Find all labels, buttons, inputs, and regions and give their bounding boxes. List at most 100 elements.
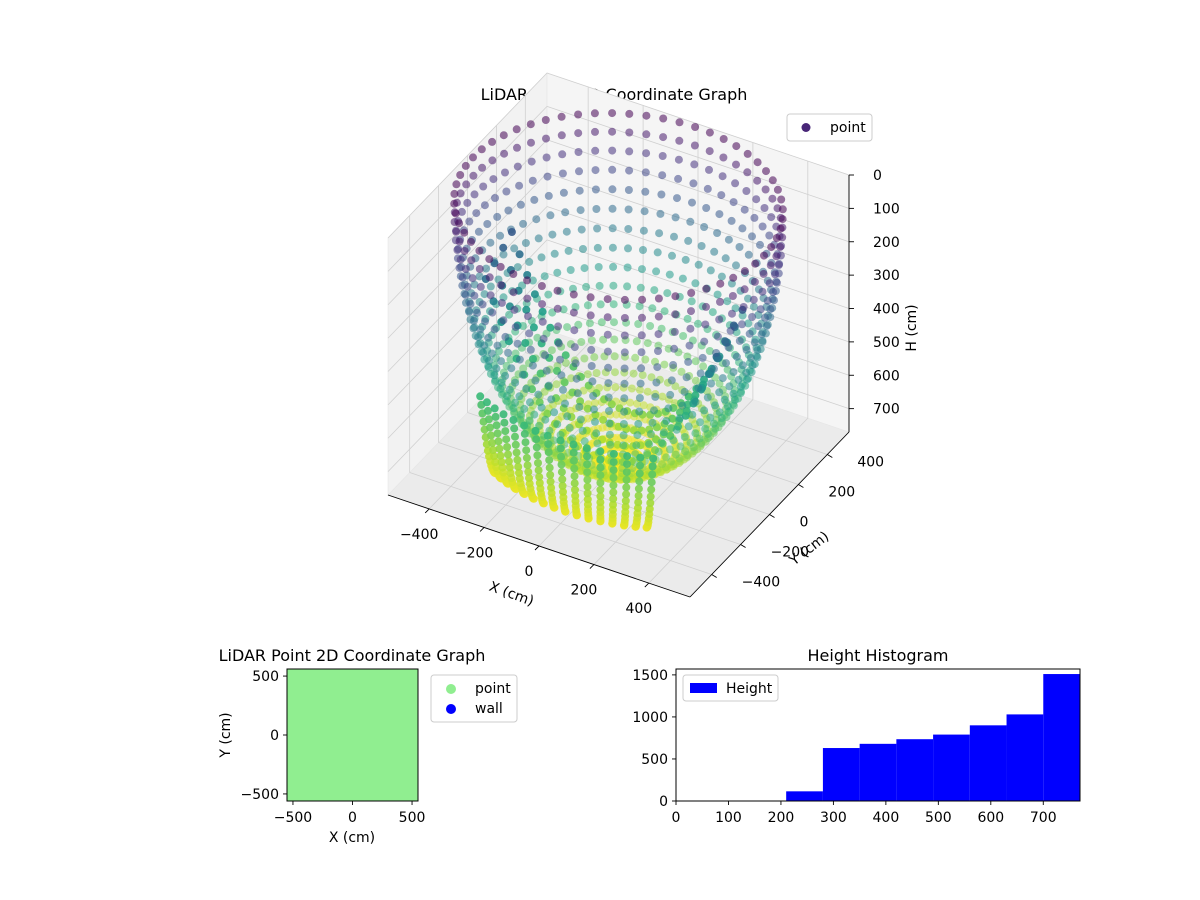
grid-line-z-back [546,206,850,309]
point-marker [583,468,592,477]
point-marker [528,276,537,285]
histogram-bar [969,725,1007,801]
point-marker [728,309,736,318]
point-marker [624,186,633,194]
point-marker [669,436,678,445]
point-marker [583,482,592,491]
point-marker [513,455,522,464]
point-marker [691,123,700,131]
histogram-ticks: 0 100 200 300 400 500 600 700 0 500 1000 1500 [632,668,1056,826]
point-marker [750,338,759,347]
point-marker [758,222,767,231]
point-marker [776,243,785,251]
point-marker [767,213,776,222]
point-marker [583,452,591,461]
point-marker [628,464,637,473]
chart-3d-legend-marker [801,123,811,132]
point-marker [720,395,729,404]
point-marker [626,398,635,407]
point-marker [473,308,481,317]
point-marker [553,268,562,277]
point-marker [660,307,669,316]
point-marker [596,300,605,309]
point-marker [490,404,499,413]
point-marker [700,406,709,415]
point-marker [687,297,696,306]
point-marker [620,314,629,322]
point-marker [632,337,641,346]
point-marker [530,410,539,419]
point-marker [658,392,667,401]
point-marker [667,376,676,385]
point-marker [596,463,605,472]
point-marker [547,395,556,404]
point-marker [742,368,751,377]
point-marker [632,441,641,450]
point-marker [778,215,787,224]
point-marker [650,406,658,415]
point-marker [621,496,630,505]
point-marker [486,423,494,432]
point-marker [657,438,666,447]
point-marker [557,460,566,469]
point-marker [683,314,692,323]
point-marker [768,176,777,185]
point-marker [648,418,657,427]
point-marker [501,427,510,436]
point-marker [484,363,493,372]
point-marker [500,418,509,427]
point-marker [760,204,769,212]
chart-2d-legend-marker-wall [446,704,456,714]
point-marker [590,353,599,362]
point-marker [732,261,740,270]
point-marker [639,246,647,254]
point-marker [653,363,662,372]
chart-2d-legend-label-wall: wall [475,701,503,717]
point-marker [726,326,735,335]
point-marker [635,477,644,486]
histogram-title: Height Histogram [808,646,949,665]
point-marker [507,228,516,236]
point-marker [468,274,477,283]
z-tick-label: 200 [873,235,900,251]
grid-line-z-back [546,72,850,176]
point-marker [686,217,695,226]
z-tick-label: 0 [873,168,882,184]
point-marker [559,188,568,197]
point-marker [620,394,629,403]
point-marker [541,116,550,124]
point-marker [499,410,508,419]
point-marker [707,379,716,388]
point-marker [583,460,592,469]
point-marker [634,498,643,507]
point-marker [664,404,673,413]
point-marker [740,267,749,276]
point-marker [721,254,730,263]
chart-2d-x-tick-label: 500 [399,810,426,826]
point-marker [497,458,506,466]
point-marker [613,440,622,449]
x-tick [534,545,540,551]
histogram-legend: Height [682,674,779,702]
histogram-y-tick-label: 500 [641,752,668,768]
point-marker [586,311,595,320]
point-marker [489,446,498,454]
point-marker [583,475,592,484]
point-marker [523,276,532,285]
point-marker [511,440,520,449]
point-marker [478,163,487,172]
point-marker [543,431,552,440]
point-marker [715,408,724,417]
point-marker [502,435,511,444]
point-marker [575,186,584,195]
point-marker [639,226,648,235]
point-marker [486,282,495,291]
point-marker [658,171,667,180]
point-marker [749,302,758,311]
point-marker [634,484,643,493]
histogram-x-tick-label: 500 [925,810,952,826]
point-marker [588,336,596,345]
point-marker [675,118,684,127]
point-marker [596,447,605,456]
point-marker [545,463,554,472]
